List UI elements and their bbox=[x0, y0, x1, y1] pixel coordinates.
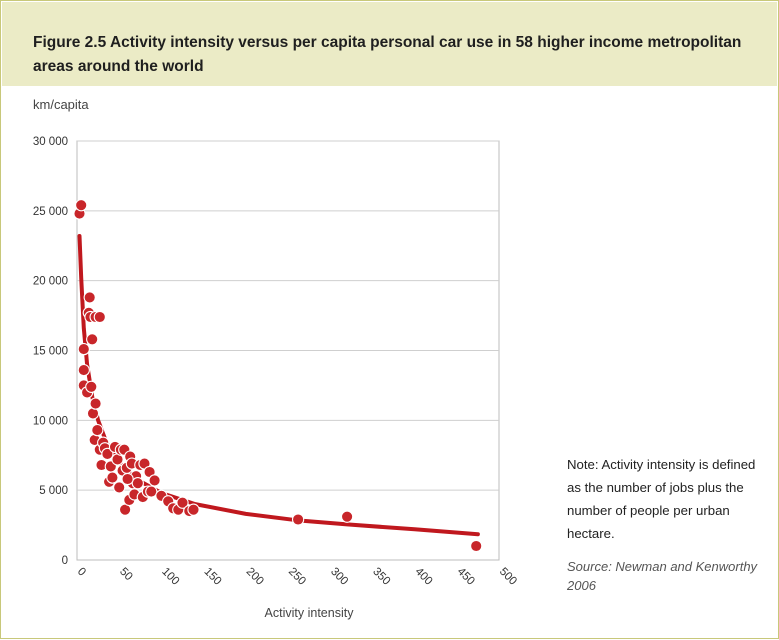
data-point bbox=[86, 333, 99, 346]
x-axis-label: Activity intensity bbox=[265, 606, 355, 620]
data-point bbox=[121, 472, 134, 486]
y-tick-label: 10 000 bbox=[33, 415, 68, 427]
x-tick-label: 50 bbox=[117, 566, 135, 584]
x-tick-label: 200 bbox=[244, 566, 266, 588]
data-point bbox=[77, 363, 90, 377]
y-tick-label: 20 000 bbox=[33, 276, 68, 288]
x-tick-label: 350 bbox=[370, 566, 392, 588]
note-text: Note: Activity intensity is defined as t… bbox=[567, 457, 756, 541]
data-points bbox=[73, 199, 483, 553]
x-tick-label: 0 bbox=[75, 566, 88, 579]
data-point bbox=[340, 510, 354, 523]
data-point bbox=[113, 481, 126, 494]
data-point bbox=[75, 199, 88, 212]
data-point bbox=[101, 447, 114, 461]
x-tick-labels: 0 50 100 150 200 250 300 350 400 450 500 bbox=[75, 566, 519, 588]
data-point bbox=[470, 539, 483, 553]
data-point bbox=[83, 291, 96, 304]
data-point bbox=[77, 342, 90, 356]
x-tick-label: 300 bbox=[328, 566, 350, 588]
y-tick-label: 5 000 bbox=[39, 485, 68, 497]
data-point bbox=[131, 477, 144, 490]
data-point bbox=[91, 423, 104, 437]
figure-title: Figure 2.5 Activity intensity versus per… bbox=[33, 34, 742, 75]
y-tick-label: 0 bbox=[62, 555, 68, 567]
data-point bbox=[148, 474, 161, 487]
data-point bbox=[187, 503, 200, 516]
y-tick-label: 15 000 bbox=[33, 346, 68, 358]
x-tick-label: 150 bbox=[201, 566, 223, 588]
data-point bbox=[89, 397, 102, 410]
y-tick-labels: 0 5 000 10 000 15 000 20 000 25 000 30 000 bbox=[33, 136, 68, 567]
data-point bbox=[176, 496, 189, 509]
y-unit-label: km/capita bbox=[33, 97, 89, 112]
source-text: Source: Newman and Kenworthy 2006 bbox=[567, 559, 758, 593]
data-point bbox=[145, 485, 158, 498]
x-tick-label: 500 bbox=[497, 566, 519, 588]
y-tick-label: 25 000 bbox=[33, 206, 68, 218]
data-point bbox=[93, 310, 106, 324]
data-point bbox=[291, 513, 305, 526]
data-point bbox=[85, 380, 98, 393]
x-tick-label: 400 bbox=[412, 566, 434, 588]
title-band bbox=[2, 2, 777, 86]
data-point bbox=[106, 471, 119, 484]
y-tick-label: 30 000 bbox=[33, 136, 68, 148]
x-tick-label: 250 bbox=[286, 566, 308, 588]
x-tick-label: 100 bbox=[159, 566, 181, 588]
x-tick-label: 450 bbox=[455, 566, 477, 588]
